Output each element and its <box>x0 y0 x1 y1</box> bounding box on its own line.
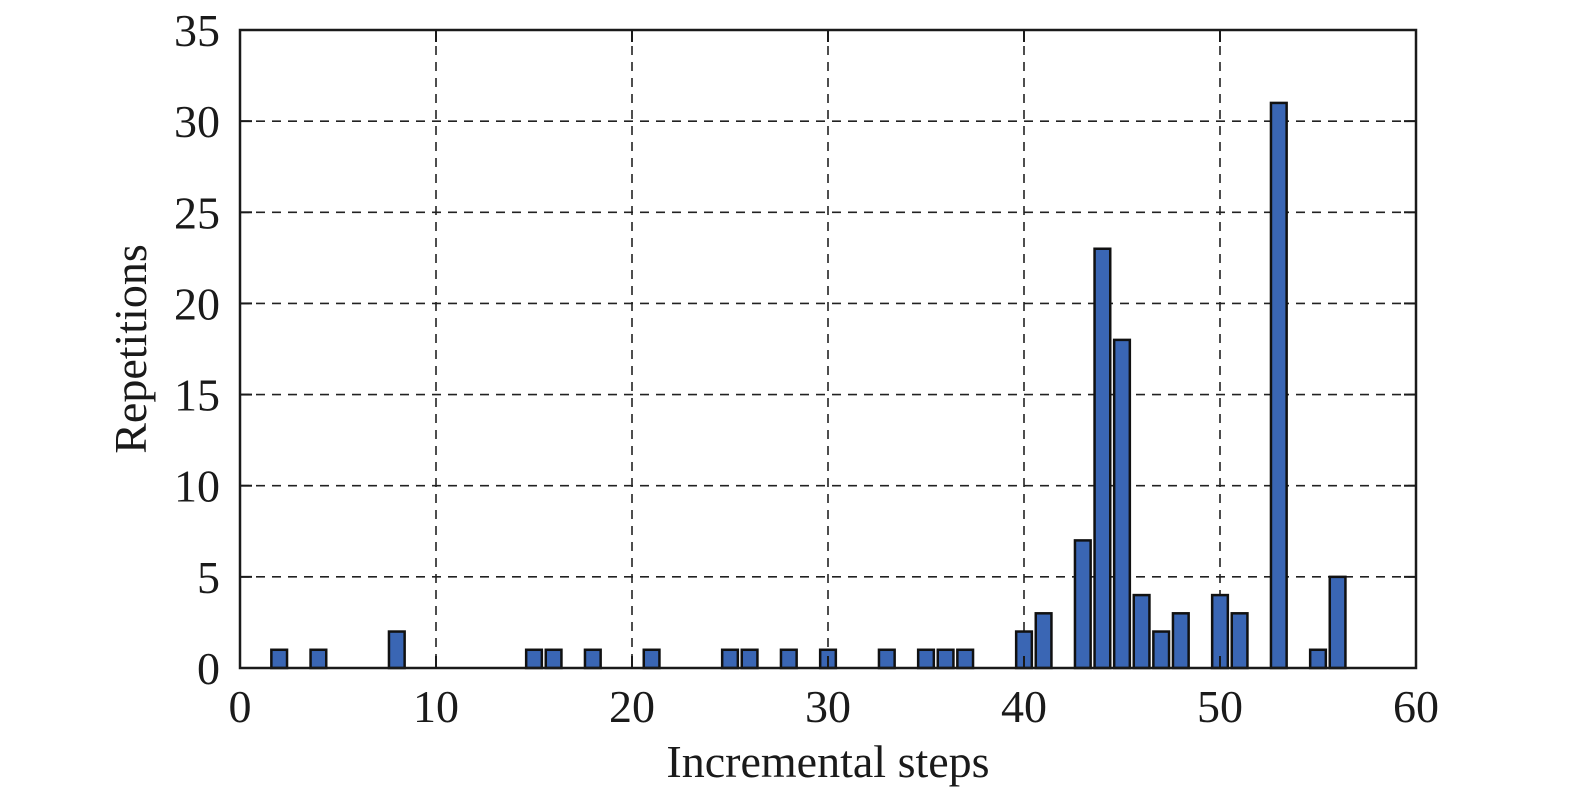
y-tick-label: 35 <box>174 5 220 56</box>
x-axis-label: Incremental steps <box>666 736 989 787</box>
x-tick-label: 0 <box>229 681 252 732</box>
y-tick-label: 25 <box>174 187 220 238</box>
bars <box>270 101 1347 670</box>
bar <box>524 648 544 670</box>
tick-labels: 0 10 20 30 40 50 60 0 5 10 15 20 25 30 35 <box>174 5 1439 732</box>
axis-ticks <box>239 29 1417 669</box>
y-axis-label: Repetitions <box>105 244 156 454</box>
grid-lines <box>240 30 1416 668</box>
bar <box>1152 630 1171 670</box>
bar <box>720 648 740 670</box>
bar <box>1269 101 1288 670</box>
bar <box>936 648 955 670</box>
bar <box>309 648 328 670</box>
bar <box>916 648 936 670</box>
bar <box>956 648 975 670</box>
plot-frame <box>238 28 1418 670</box>
y-tick-label: 15 <box>174 370 220 421</box>
x-tick-label: 10 <box>413 681 459 732</box>
bar <box>1132 593 1151 670</box>
bar <box>1093 247 1112 670</box>
x-tick-label: 20 <box>609 681 655 732</box>
bar <box>642 648 661 670</box>
bar <box>1073 539 1092 670</box>
bar <box>740 648 759 670</box>
bar <box>1308 648 1328 670</box>
y-tick-label: 30 <box>174 96 220 147</box>
bar <box>270 648 289 670</box>
bar <box>779 648 798 670</box>
bar <box>1328 575 1347 670</box>
y-tick-label: 5 <box>197 552 220 603</box>
x-tick-label: 30 <box>805 681 851 732</box>
bar <box>1230 612 1249 670</box>
y-tick-label: 10 <box>174 461 220 512</box>
bar <box>1034 612 1053 670</box>
y-tick-label: 20 <box>174 278 220 329</box>
x-tick-label: 40 <box>1001 681 1047 732</box>
bar <box>544 648 563 670</box>
bar <box>1171 612 1190 670</box>
bar <box>387 630 406 670</box>
bar <box>1112 338 1132 670</box>
y-tick-label: 0 <box>197 643 220 694</box>
bar <box>583 648 602 670</box>
bar <box>877 648 896 670</box>
x-tick-label: 60 <box>1393 681 1439 732</box>
x-tick-label: 50 <box>1197 681 1243 732</box>
